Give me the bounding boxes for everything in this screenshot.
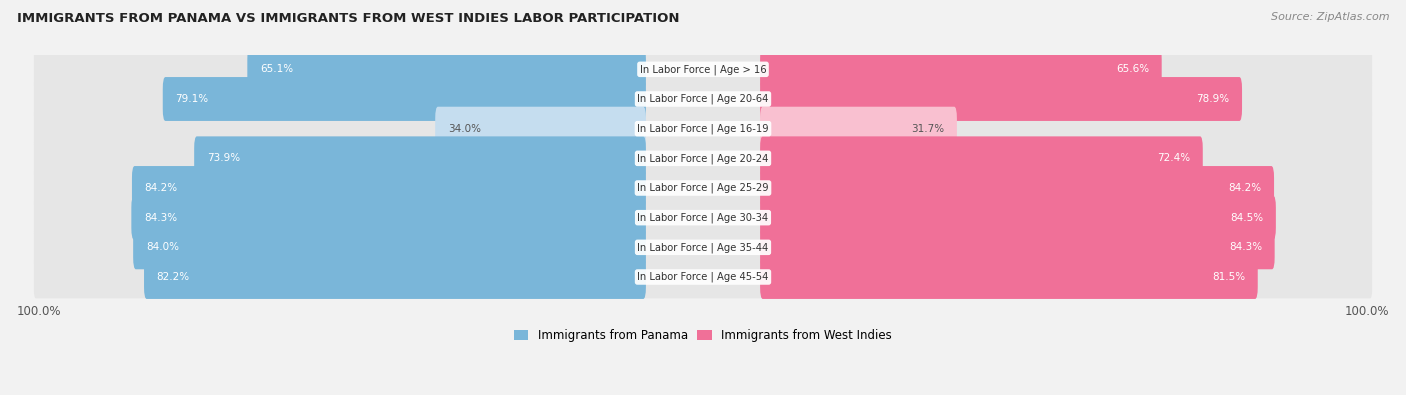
Text: 31.7%: 31.7%	[911, 124, 945, 134]
FancyBboxPatch shape	[761, 77, 1241, 121]
Text: In Labor Force | Age 16-19: In Labor Force | Age 16-19	[637, 123, 769, 134]
FancyBboxPatch shape	[761, 47, 1161, 91]
Text: 84.2%: 84.2%	[1229, 183, 1261, 193]
FancyBboxPatch shape	[34, 196, 1372, 239]
Text: 84.5%: 84.5%	[1230, 213, 1263, 223]
Text: In Labor Force | Age 25-29: In Labor Force | Age 25-29	[637, 183, 769, 193]
FancyBboxPatch shape	[761, 136, 1202, 180]
Text: IMMIGRANTS FROM PANAMA VS IMMIGRANTS FROM WEST INDIES LABOR PARTICIPATION: IMMIGRANTS FROM PANAMA VS IMMIGRANTS FRO…	[17, 12, 679, 25]
FancyBboxPatch shape	[143, 255, 645, 299]
Text: 65.1%: 65.1%	[260, 64, 292, 74]
Legend: Immigrants from Panama, Immigrants from West Indies: Immigrants from Panama, Immigrants from …	[509, 325, 897, 347]
Text: 84.0%: 84.0%	[146, 242, 179, 252]
Text: 78.9%: 78.9%	[1197, 94, 1229, 104]
Text: 84.3%: 84.3%	[1229, 242, 1263, 252]
Text: 84.2%: 84.2%	[145, 183, 177, 193]
FancyBboxPatch shape	[134, 226, 645, 269]
FancyBboxPatch shape	[761, 255, 1258, 299]
FancyBboxPatch shape	[194, 136, 645, 180]
Text: In Labor Force | Age > 16: In Labor Force | Age > 16	[640, 64, 766, 75]
Text: In Labor Force | Age 20-24: In Labor Force | Age 20-24	[637, 153, 769, 164]
Text: 72.4%: 72.4%	[1157, 153, 1189, 163]
Text: 81.5%: 81.5%	[1212, 272, 1246, 282]
FancyBboxPatch shape	[132, 166, 645, 210]
FancyBboxPatch shape	[34, 137, 1372, 180]
FancyBboxPatch shape	[163, 77, 645, 121]
FancyBboxPatch shape	[34, 107, 1372, 150]
FancyBboxPatch shape	[34, 226, 1372, 269]
FancyBboxPatch shape	[247, 47, 645, 91]
Text: In Labor Force | Age 35-44: In Labor Force | Age 35-44	[637, 242, 769, 252]
Text: 82.2%: 82.2%	[156, 272, 190, 282]
Text: 73.9%: 73.9%	[207, 153, 240, 163]
Text: Source: ZipAtlas.com: Source: ZipAtlas.com	[1271, 12, 1389, 22]
Text: 84.3%: 84.3%	[143, 213, 177, 223]
FancyBboxPatch shape	[761, 196, 1275, 240]
FancyBboxPatch shape	[761, 107, 957, 150]
Text: In Labor Force | Age 45-54: In Labor Force | Age 45-54	[637, 272, 769, 282]
Text: In Labor Force | Age 20-64: In Labor Force | Age 20-64	[637, 94, 769, 104]
Text: 79.1%: 79.1%	[176, 94, 208, 104]
Text: In Labor Force | Age 30-34: In Labor Force | Age 30-34	[637, 213, 769, 223]
Text: 65.6%: 65.6%	[1116, 64, 1149, 74]
Text: 34.0%: 34.0%	[449, 124, 481, 134]
FancyBboxPatch shape	[34, 48, 1372, 91]
FancyBboxPatch shape	[436, 107, 645, 150]
FancyBboxPatch shape	[34, 167, 1372, 209]
FancyBboxPatch shape	[761, 166, 1274, 210]
FancyBboxPatch shape	[761, 226, 1275, 269]
FancyBboxPatch shape	[34, 78, 1372, 120]
FancyBboxPatch shape	[34, 256, 1372, 298]
FancyBboxPatch shape	[131, 196, 645, 240]
